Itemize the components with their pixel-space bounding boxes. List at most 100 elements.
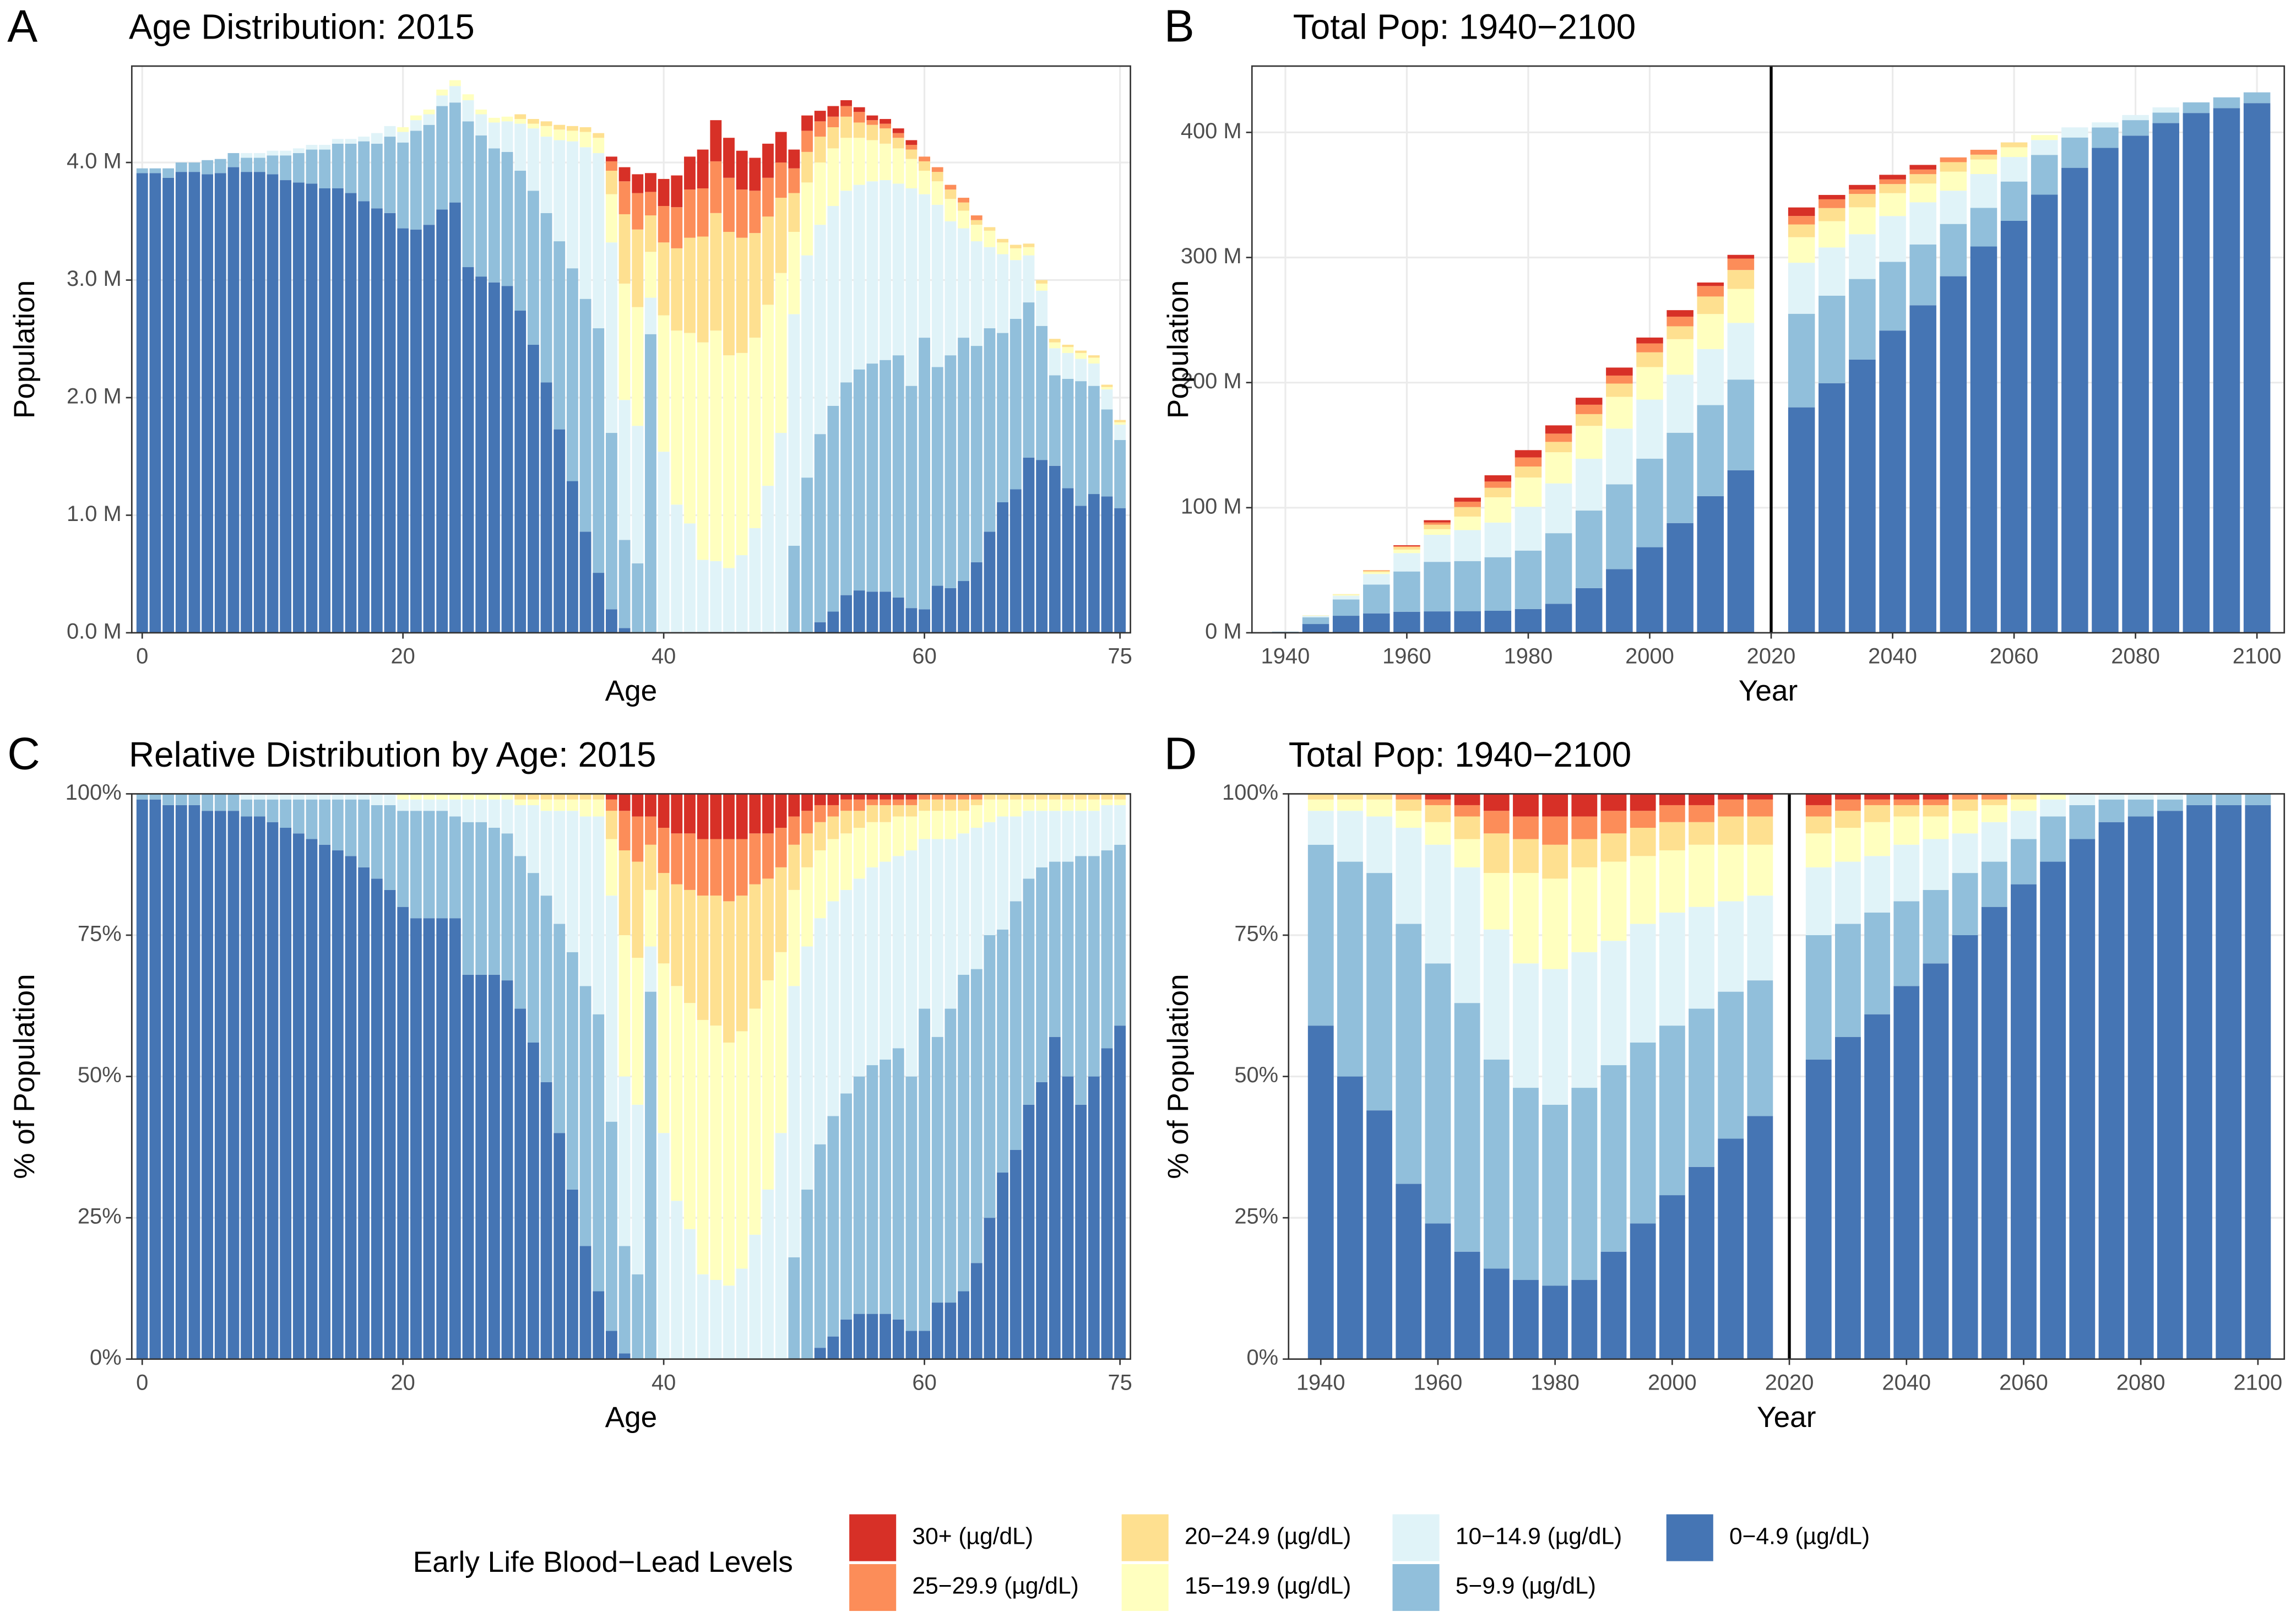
bar-segment: [1483, 1268, 1510, 1359]
bar-segment: [488, 794, 500, 800]
legend-key: [1121, 1564, 1169, 1611]
bar-segment: [593, 1014, 605, 1292]
legend-label: 30+ (µg/dL): [912, 1523, 1033, 1549]
bar-segment: [1101, 799, 1113, 805]
bar-segment: [1101, 387, 1113, 390]
bar-segment: [645, 173, 656, 192]
bar-segment: [1659, 805, 1685, 822]
bar-segment: [1940, 224, 1967, 276]
bar-segment: [1747, 980, 1773, 1116]
bar-segment: [332, 143, 344, 189]
bar-segment: [997, 333, 1009, 502]
bar-segment: [970, 215, 983, 220]
bar-segment: [1009, 260, 1022, 319]
bar-segment: [762, 216, 774, 305]
bar-segment: [606, 433, 617, 610]
bar-segment: [710, 839, 722, 896]
bar-segment: [1606, 375, 1633, 384]
bar-segment: [1454, 1251, 1480, 1359]
bar-segment: [840, 1319, 852, 1359]
bar-segment: [606, 242, 617, 433]
bar-segment: [462, 100, 474, 122]
bar-segment: [1864, 794, 1890, 800]
bar-segment: [788, 1257, 800, 1359]
bar-segment: [253, 172, 265, 633]
bar-segment: [579, 799, 591, 817]
bar-segment: [227, 794, 240, 811]
y-tick-label: 2.0 M: [67, 384, 122, 409]
bar-segment: [723, 568, 735, 633]
bar-segment: [527, 799, 539, 805]
bar-segment: [1332, 599, 1360, 616]
bar-segment: [280, 150, 292, 156]
bar-segment: [2213, 97, 2240, 108]
bar-segment: [1952, 811, 1978, 834]
legend-key: [1121, 1514, 1169, 1561]
bar-segment: [762, 1189, 774, 1359]
bar-segment: [1718, 794, 1744, 800]
bar-segment: [436, 89, 448, 96]
bar-segment: [1630, 811, 1656, 828]
bar-segment: [970, 220, 983, 225]
bar-segment: [1879, 193, 1906, 216]
bar-segment: [970, 346, 983, 562]
x-tick-label: 2040: [1882, 1370, 1931, 1394]
bar-segment: [1659, 1195, 1685, 1359]
bar-segment: [840, 889, 852, 1094]
bar-segment: [332, 188, 344, 633]
bar-segment: [1879, 175, 1906, 180]
bar-segment: [1835, 827, 1861, 862]
bar-segment: [410, 115, 422, 121]
bar-segment: [332, 794, 344, 800]
bar-segment: [1363, 584, 1390, 614]
bar-segment: [970, 241, 983, 346]
bar-segment: [2092, 127, 2119, 148]
bar-segment: [1023, 255, 1035, 303]
bar-segment: [632, 307, 644, 426]
bar-segment: [1819, 247, 1846, 296]
plot-border: [131, 65, 1131, 634]
bar-segment: [2092, 122, 2119, 128]
bar-segment: [1819, 194, 1846, 199]
bar-segment: [801, 1189, 813, 1359]
bar-segment: [1454, 530, 1481, 561]
bar-segment: [488, 974, 500, 1359]
bar-segment: [736, 237, 748, 353]
bar-segment: [423, 811, 435, 919]
bar-segment: [2157, 794, 2183, 800]
bar-segment: [553, 794, 566, 800]
bar-segment: [1893, 844, 1920, 902]
bar-segment: [697, 560, 709, 633]
bar-segment: [1088, 794, 1100, 800]
bar-segment: [1575, 414, 1603, 426]
bar-segment: [1454, 816, 1480, 839]
bar-segment: [1483, 811, 1510, 834]
bar-segment: [384, 126, 396, 137]
bar-segment: [853, 369, 865, 591]
bar-segment: [345, 799, 357, 856]
bar-segment: [1114, 844, 1126, 1026]
bar-segment: [1454, 516, 1481, 530]
bar-segment: [1483, 1059, 1510, 1269]
bar-segment: [280, 799, 292, 828]
bar-segment: [292, 799, 305, 834]
bar-segment: [1923, 805, 1949, 817]
bar-segment: [2011, 799, 2037, 811]
bar-segment: [931, 167, 943, 172]
bar-segment: [1062, 344, 1074, 348]
bar-segment: [723, 231, 735, 356]
bar-segment: [1606, 428, 1633, 485]
bar-segment: [788, 168, 800, 193]
bar-segment: [1075, 799, 1087, 811]
bar-segment: [931, 1037, 943, 1303]
bar-segment: [1893, 799, 1920, 805]
bar-segment: [892, 138, 904, 149]
bar-segment: [840, 595, 852, 633]
bar-segment: [1425, 799, 1451, 805]
bar-segment: [1088, 494, 1100, 633]
bar-segment: [567, 1189, 578, 1359]
x-tick-label: 75: [1108, 1370, 1132, 1394]
bar-segment: [684, 833, 696, 890]
bar-segment: [1697, 405, 1724, 496]
bar-segment: [632, 1104, 644, 1274]
